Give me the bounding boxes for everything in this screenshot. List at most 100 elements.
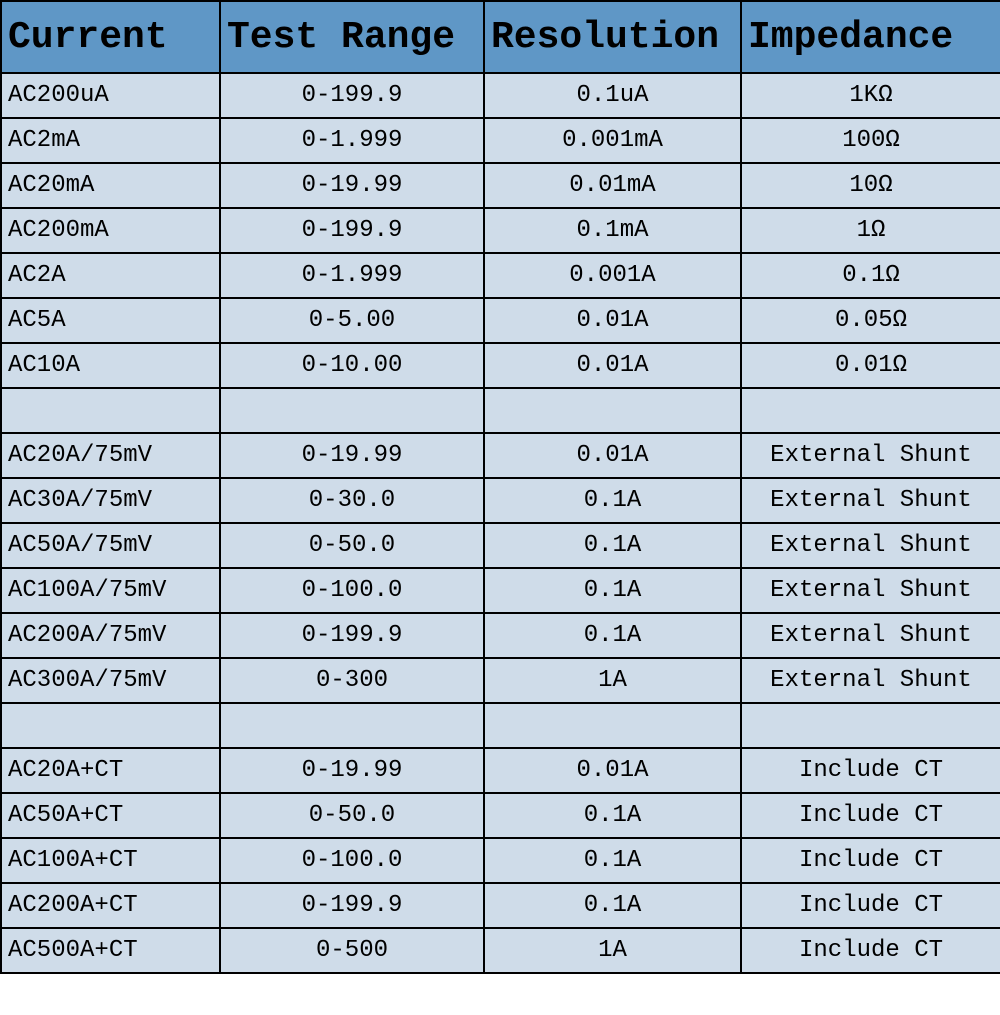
table-row: AC10A0-10.000.01A0.01Ω: [1, 343, 1000, 388]
cell-impedance: External Shunt: [741, 613, 1000, 658]
cell-resolution: 0.001A: [484, 253, 741, 298]
cell-resolution: 0.1A: [484, 793, 741, 838]
cell-impedance: 1Ω: [741, 208, 1000, 253]
table-row: AC50A/75mV0-50.00.1AExternal Shunt: [1, 523, 1000, 568]
table-row: AC30A/75mV0-30.00.1AExternal Shunt: [1, 478, 1000, 523]
cell-current: AC5A: [1, 298, 220, 343]
current-spec-table: Current Test Range Resolution Impedance …: [0, 0, 1000, 974]
cell-impedance: 0.05Ω: [741, 298, 1000, 343]
cell-resolution: 1A: [484, 928, 741, 973]
cell-range: 0-199.9: [220, 883, 484, 928]
cell-impedance: 10Ω: [741, 163, 1000, 208]
cell-impedance: Include CT: [741, 748, 1000, 793]
cell-current: AC20A+CT: [1, 748, 220, 793]
table-separator-row: [1, 703, 1000, 748]
table-header-row: Current Test Range Resolution Impedance: [1, 1, 1000, 73]
cell-resolution: [484, 388, 741, 433]
cell-resolution: 0.01A: [484, 343, 741, 388]
table-row: AC20A/75mV0-19.990.01AExternal Shunt: [1, 433, 1000, 478]
cell-range: 0-50.0: [220, 523, 484, 568]
table-row: AC100A/75mV0-100.00.1AExternal Shunt: [1, 568, 1000, 613]
cell-current: AC200A/75mV: [1, 613, 220, 658]
header-current: Current: [1, 1, 220, 73]
cell-range: 0-100.0: [220, 568, 484, 613]
cell-range: 0-10.00: [220, 343, 484, 388]
cell-resolution: 0.1A: [484, 478, 741, 523]
cell-range: 0-199.9: [220, 208, 484, 253]
cell-current: AC300A/75mV: [1, 658, 220, 703]
cell-resolution: 0.1A: [484, 883, 741, 928]
cell-resolution: 0.01mA: [484, 163, 741, 208]
cell-resolution: 0.1A: [484, 523, 741, 568]
header-resolution: Resolution: [484, 1, 741, 73]
cell-current: AC20mA: [1, 163, 220, 208]
cell-range: 0-300: [220, 658, 484, 703]
cell-resolution: 0.01A: [484, 433, 741, 478]
cell-impedance: Include CT: [741, 838, 1000, 883]
table-row: AC2A0-1.9990.001A0.1Ω: [1, 253, 1000, 298]
table-row: AC5A0-5.000.01A0.05Ω: [1, 298, 1000, 343]
table-row: AC200A+CT0-199.90.1AInclude CT: [1, 883, 1000, 928]
cell-impedance: External Shunt: [741, 523, 1000, 568]
cell-resolution: 0.01A: [484, 298, 741, 343]
cell-current: AC100A+CT: [1, 838, 220, 883]
cell-current: AC50A/75mV: [1, 523, 220, 568]
cell-impedance: 0.1Ω: [741, 253, 1000, 298]
cell-impedance: External Shunt: [741, 568, 1000, 613]
table-row: AC20A+CT0-19.990.01AInclude CT: [1, 748, 1000, 793]
cell-current: [1, 703, 220, 748]
cell-range: 0-50.0: [220, 793, 484, 838]
cell-range: 0-1.999: [220, 118, 484, 163]
cell-current: AC500A+CT: [1, 928, 220, 973]
cell-impedance: External Shunt: [741, 478, 1000, 523]
cell-range: [220, 703, 484, 748]
cell-impedance: Include CT: [741, 883, 1000, 928]
cell-current: AC30A/75mV: [1, 478, 220, 523]
table-row: AC20mA0-19.990.01mA10Ω: [1, 163, 1000, 208]
cell-range: 0-5.00: [220, 298, 484, 343]
cell-impedance: 1KΩ: [741, 73, 1000, 118]
cell-range: 0-19.99: [220, 163, 484, 208]
table-row: AC300A/75mV0-3001AExternal Shunt: [1, 658, 1000, 703]
cell-current: AC10A: [1, 343, 220, 388]
cell-current: AC20A/75mV: [1, 433, 220, 478]
cell-range: 0-30.0: [220, 478, 484, 523]
cell-resolution: 0.001mA: [484, 118, 741, 163]
cell-resolution: 0.01A: [484, 748, 741, 793]
cell-impedance: Include CT: [741, 793, 1000, 838]
cell-resolution: 0.1A: [484, 613, 741, 658]
cell-range: 0-1.999: [220, 253, 484, 298]
cell-resolution: 0.1uA: [484, 73, 741, 118]
cell-resolution: 0.1mA: [484, 208, 741, 253]
table-separator-row: [1, 388, 1000, 433]
cell-current: AC100A/75mV: [1, 568, 220, 613]
cell-range: 0-100.0: [220, 838, 484, 883]
cell-impedance: [741, 703, 1000, 748]
header-impedance: Impedance: [741, 1, 1000, 73]
cell-range: [220, 388, 484, 433]
cell-current: AC200uA: [1, 73, 220, 118]
cell-resolution: 0.1A: [484, 568, 741, 613]
cell-impedance: 0.01Ω: [741, 343, 1000, 388]
cell-current: AC200A+CT: [1, 883, 220, 928]
cell-impedance: 100Ω: [741, 118, 1000, 163]
cell-range: 0-19.99: [220, 748, 484, 793]
cell-current: AC200mA: [1, 208, 220, 253]
cell-impedance: External Shunt: [741, 433, 1000, 478]
cell-impedance: [741, 388, 1000, 433]
table-row: AC2mA0-1.9990.001mA100Ω: [1, 118, 1000, 163]
table-row: AC200A/75mV0-199.90.1AExternal Shunt: [1, 613, 1000, 658]
table-row: AC200uA0-199.90.1uA1KΩ: [1, 73, 1000, 118]
table-body: AC200uA0-199.90.1uA1KΩAC2mA0-1.9990.001m…: [1, 73, 1000, 973]
table-row: AC500A+CT0-5001AInclude CT: [1, 928, 1000, 973]
cell-current: AC2A: [1, 253, 220, 298]
cell-current: AC50A+CT: [1, 793, 220, 838]
cell-resolution: [484, 703, 741, 748]
table-row: AC100A+CT0-100.00.1AInclude CT: [1, 838, 1000, 883]
cell-impedance: External Shunt: [741, 658, 1000, 703]
cell-resolution: 1A: [484, 658, 741, 703]
cell-current: AC2mA: [1, 118, 220, 163]
cell-range: 0-199.9: [220, 73, 484, 118]
table-row: AC200mA0-199.90.1mA1Ω: [1, 208, 1000, 253]
cell-impedance: Include CT: [741, 928, 1000, 973]
